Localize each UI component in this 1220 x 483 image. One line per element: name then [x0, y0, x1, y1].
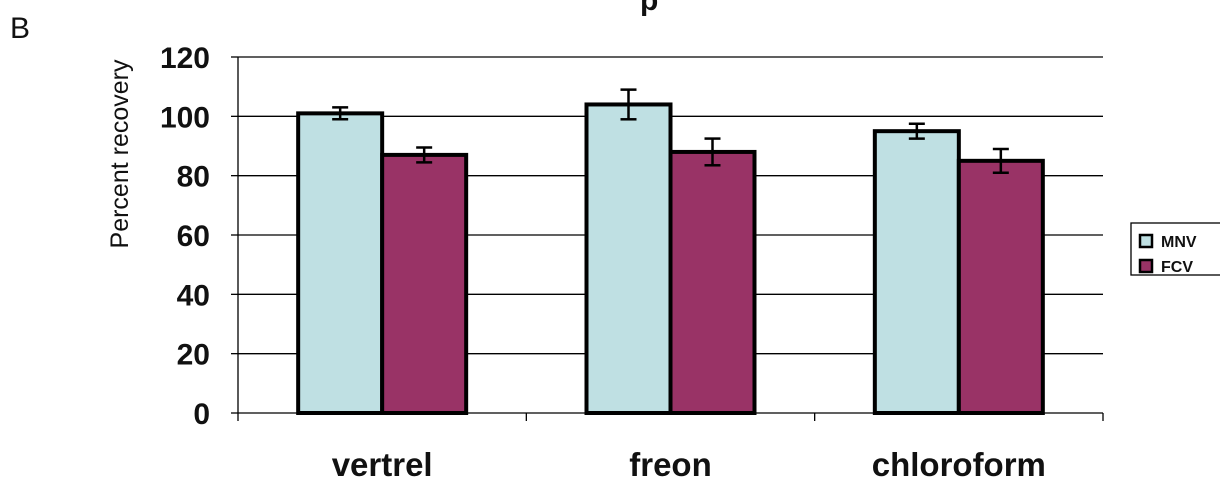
bars-layer [296, 102, 1045, 416]
y-axis-title: Percent recovery [106, 59, 134, 248]
x-tick-label-2: chloroform [872, 446, 1046, 483]
y-tick-label-0: 0 [193, 398, 210, 431]
bar-fcv-freon [668, 149, 757, 416]
bar-fcv-vertrel [380, 152, 469, 415]
y-tick-label-5: 100 [160, 101, 210, 134]
x-axis: vertrel freon chloroform [237, 412, 1104, 483]
y-tick-label-3: 60 [177, 220, 210, 253]
legend: MNV FCV [1130, 222, 1220, 276]
y-tick-label-6: 120 [160, 42, 210, 75]
y-tick-label-2: 40 [177, 279, 210, 312]
legend-swatch-fcv [1138, 258, 1154, 274]
x-tick-label-0: vertrel [332, 446, 433, 483]
y-axis: 0 20 40 60 80 100 120 [160, 42, 239, 431]
bar-mnv-chloroform [872, 129, 961, 416]
legend-swatch-mnv [1138, 233, 1154, 249]
panel-label: B [10, 12, 30, 45]
y-tick-label-1: 20 [177, 339, 210, 372]
chart-title-fragment: p [640, 0, 658, 17]
error-bars-layer [332, 88, 1009, 174]
bar-mnv-freon [584, 102, 673, 415]
y-tick-label-4: 80 [177, 161, 210, 194]
legend-label-mnv: MNV [1161, 234, 1197, 251]
legend-label-fcv: FCV [1161, 259, 1193, 276]
x-tick-label-1: freon [629, 446, 712, 483]
bar-mnv-vertrel [296, 111, 385, 415]
bar-fcv-chloroform [956, 158, 1045, 415]
